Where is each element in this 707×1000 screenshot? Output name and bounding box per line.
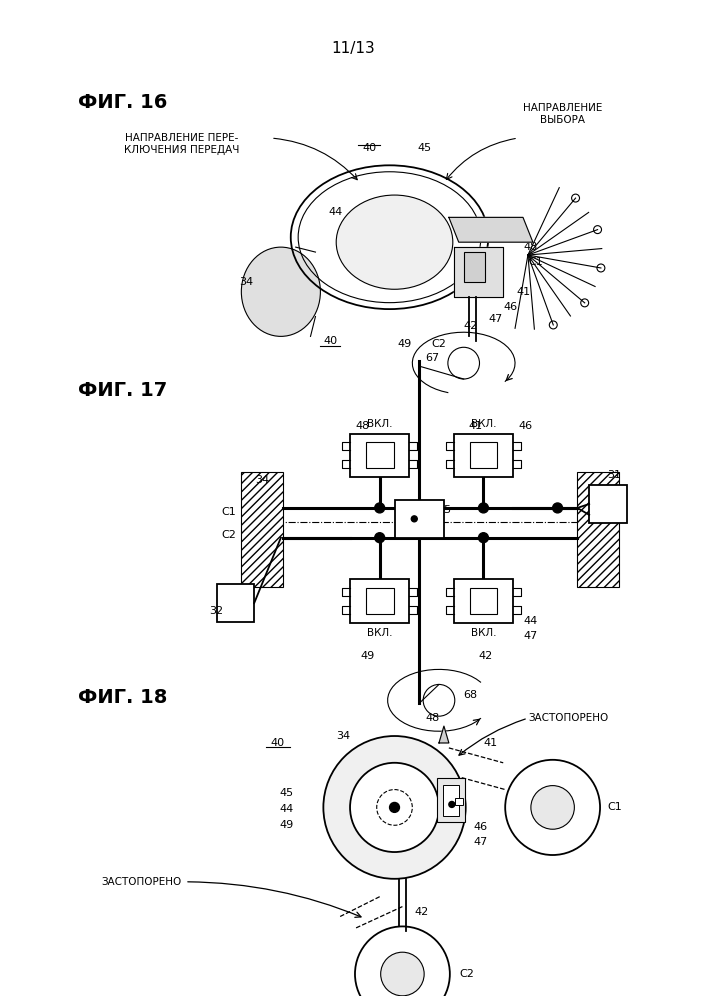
Text: C1: C1 [528, 257, 543, 267]
Text: 45: 45 [437, 505, 451, 515]
Text: ВКЛ.: ВКЛ. [367, 628, 392, 638]
Text: ЗАСТОПОРЕНО: ЗАСТОПОРЕНО [102, 877, 182, 887]
Circle shape [355, 926, 450, 1000]
Circle shape [531, 786, 574, 829]
Bar [454, 434, 513, 477]
Text: ВКЛ.: ВКЛ. [471, 628, 496, 638]
Bar [366, 588, 394, 614]
Text: 32: 32 [209, 606, 223, 616]
Text: 68: 68 [464, 690, 478, 700]
Text: ВКЛ.: ВКЛ. [471, 419, 496, 429]
Text: ФИГ. 17: ФИГ. 17 [78, 381, 168, 400]
Bar [589, 485, 626, 523]
Text: 44: 44 [523, 616, 537, 626]
Text: 40: 40 [271, 738, 285, 748]
Text: ЗАСТОПОРЕНО: ЗАСТОПОРЕНО [528, 713, 608, 723]
Bar [443, 785, 459, 816]
Text: 46: 46 [474, 822, 488, 832]
Text: 42: 42 [479, 651, 493, 661]
Circle shape [375, 533, 385, 543]
Text: 42: 42 [414, 907, 428, 917]
Text: 44: 44 [279, 804, 293, 814]
Text: 47: 47 [474, 837, 488, 847]
Text: 34: 34 [336, 731, 350, 741]
Text: 45: 45 [279, 788, 293, 798]
Bar [464, 252, 486, 282]
Text: ФИГ. 18: ФИГ. 18 [78, 688, 168, 707]
Text: ФИГ. 16: ФИГ. 16 [78, 93, 168, 112]
Text: C2: C2 [431, 339, 446, 349]
Text: C2: C2 [460, 969, 474, 979]
Circle shape [350, 763, 439, 852]
Text: 11/13: 11/13 [331, 41, 375, 56]
Circle shape [323, 736, 466, 879]
Text: 46: 46 [503, 302, 518, 312]
Circle shape [390, 802, 399, 812]
Text: 49: 49 [361, 651, 375, 661]
Circle shape [411, 516, 417, 522]
Circle shape [479, 533, 489, 543]
Text: 45: 45 [417, 143, 431, 153]
Text: 34: 34 [255, 475, 269, 485]
Text: 48: 48 [523, 242, 537, 252]
Polygon shape [454, 247, 503, 297]
Polygon shape [449, 217, 533, 242]
Bar [241, 472, 283, 587]
Text: 41: 41 [516, 287, 530, 297]
Text: 47: 47 [489, 314, 503, 324]
Text: 31: 31 [607, 470, 621, 480]
Text: 48: 48 [356, 421, 370, 431]
Bar [455, 798, 462, 805]
Text: 46: 46 [518, 421, 532, 431]
Circle shape [479, 503, 489, 513]
Text: 34: 34 [239, 277, 253, 287]
Circle shape [449, 801, 455, 807]
Bar [350, 579, 409, 623]
Text: 47: 47 [523, 631, 537, 641]
Circle shape [380, 952, 424, 996]
Text: 41: 41 [484, 738, 498, 748]
Circle shape [375, 503, 385, 513]
Text: C1: C1 [222, 507, 236, 517]
Text: 44: 44 [328, 207, 342, 217]
Text: 49: 49 [279, 820, 293, 830]
Bar [578, 472, 619, 587]
Circle shape [553, 503, 563, 513]
Text: 42: 42 [464, 321, 478, 331]
Bar [395, 500, 444, 538]
Bar [366, 442, 394, 468]
Text: ВКЛ.: ВКЛ. [367, 419, 392, 429]
Text: НАПРАВЛЕНИЕ
ВЫБОРА: НАПРАВЛЕНИЕ ВЫБОРА [522, 103, 602, 125]
Polygon shape [439, 726, 449, 743]
Text: НАПРАВЛЕНИЕ ПЕРЕ-
КЛЮЧЕНИЯ ПЕРЕДАЧ: НАПРАВЛЕНИЕ ПЕРЕ- КЛЮЧЕНИЯ ПЕРЕДАЧ [124, 133, 240, 155]
Text: C2: C2 [221, 530, 236, 540]
Text: 40: 40 [323, 336, 337, 346]
Bar [469, 442, 497, 468]
Ellipse shape [241, 247, 320, 336]
Bar [469, 588, 497, 614]
Text: 41: 41 [469, 421, 483, 431]
Ellipse shape [337, 195, 452, 289]
Text: 67: 67 [425, 353, 439, 363]
Bar [350, 434, 409, 477]
Text: 48: 48 [425, 713, 439, 723]
Bar [216, 584, 255, 622]
Circle shape [506, 760, 600, 855]
Bar [437, 778, 464, 822]
Text: 49: 49 [397, 339, 411, 349]
Text: 40: 40 [363, 143, 377, 153]
Text: C1: C1 [607, 802, 621, 812]
Bar [454, 579, 513, 623]
